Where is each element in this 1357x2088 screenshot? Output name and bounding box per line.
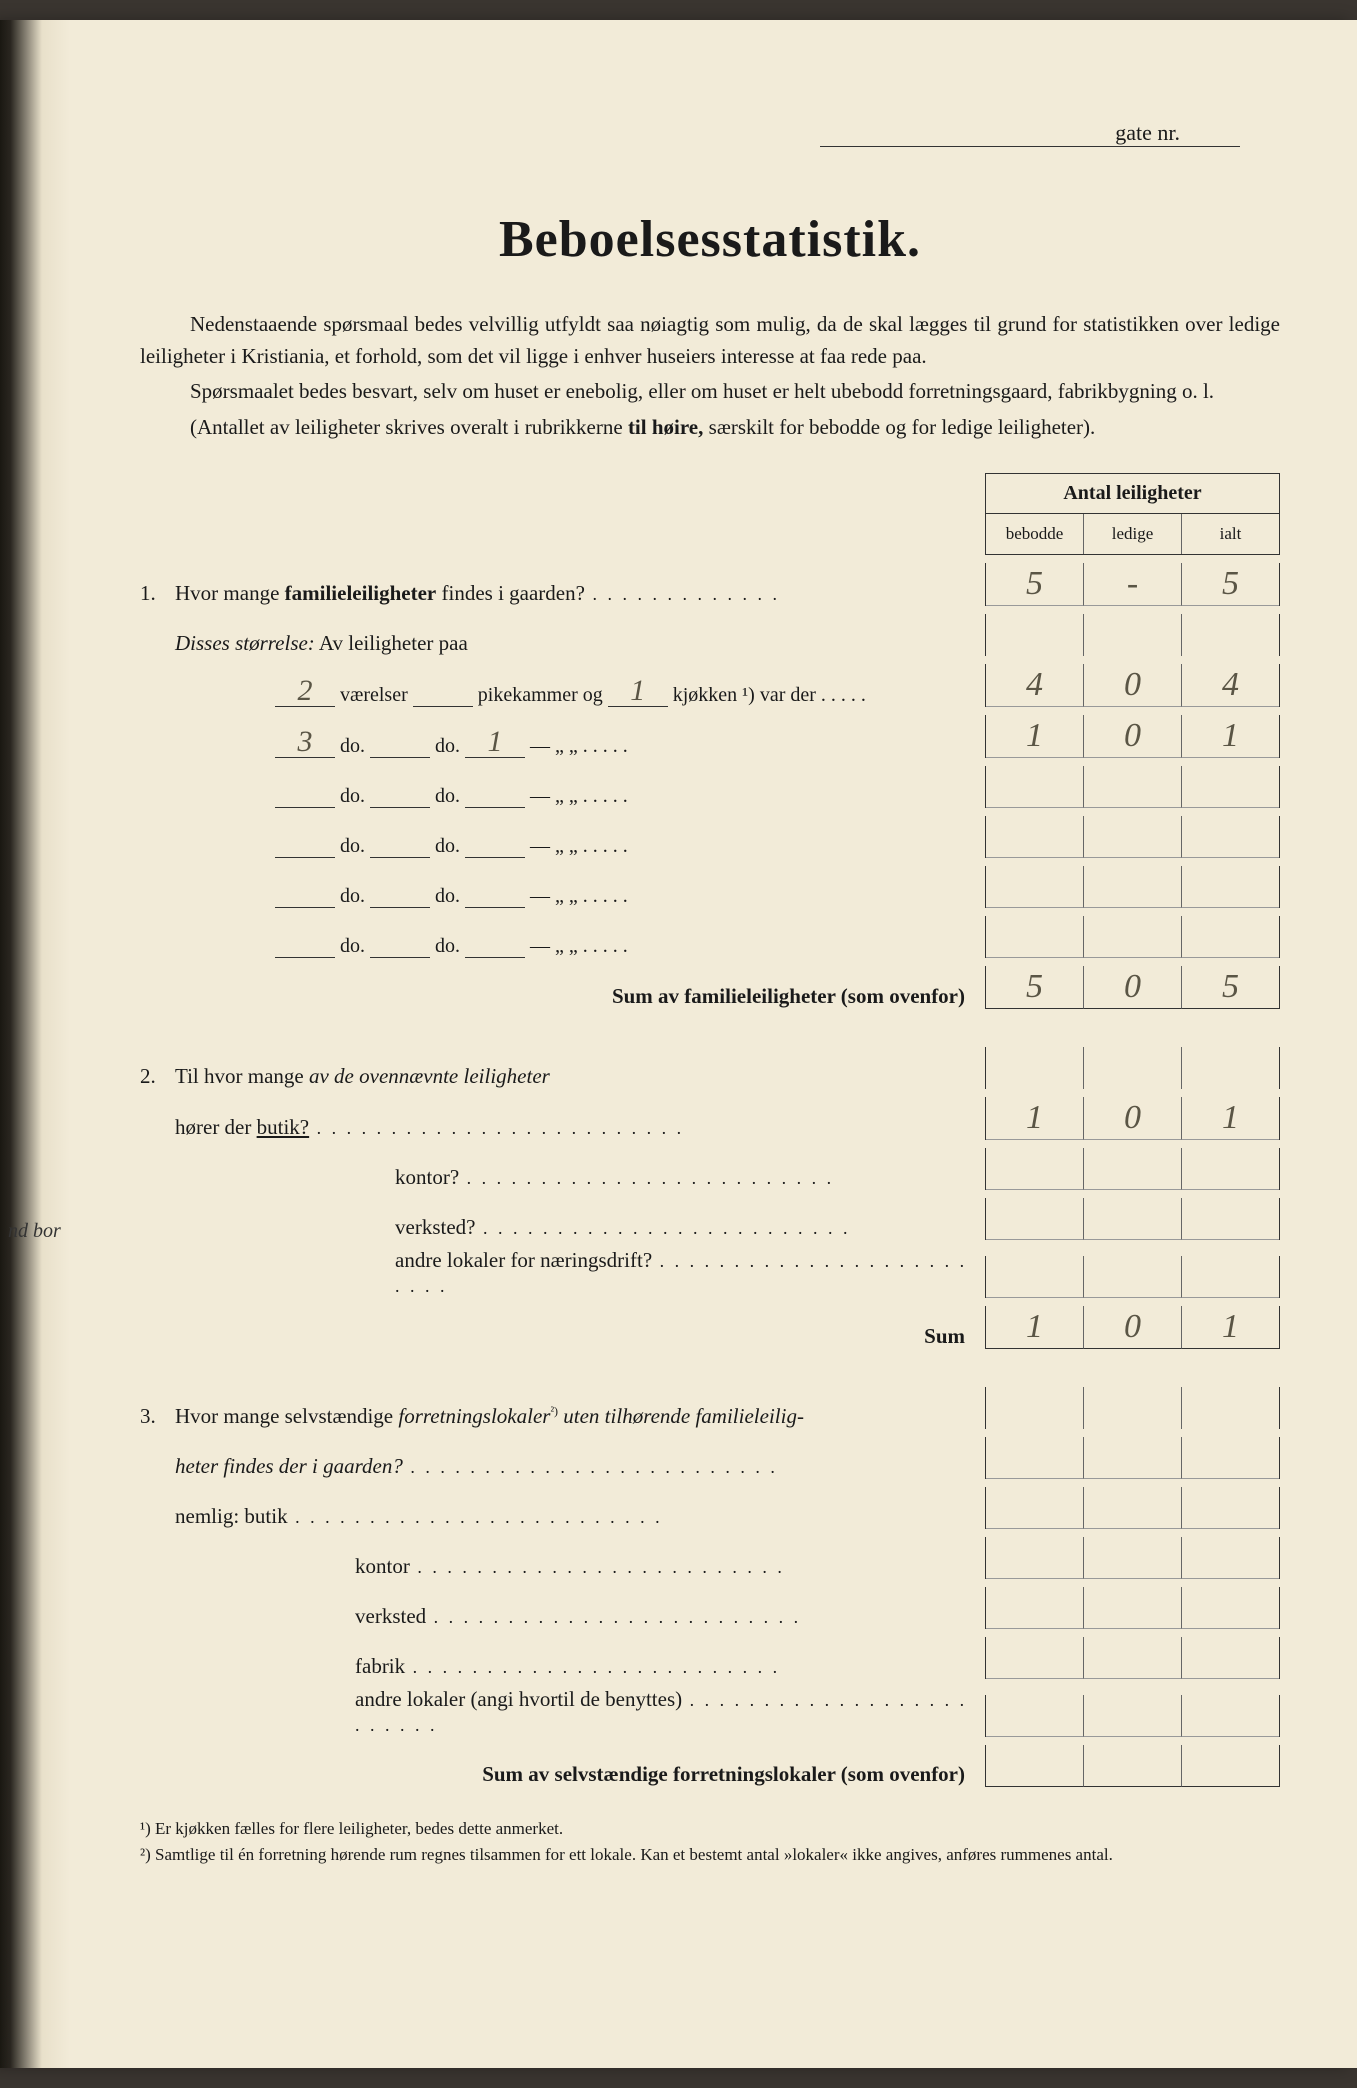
q1-row: 1. Hvor mange familieleiligheter findes … [140,563,1280,606]
q1-ialt: 5 [1182,563,1279,606]
q1-disses: Disses størrelse: Av leiligheter paa [140,614,1280,656]
q1-size-row: do. do. — „ „ . . . . . [140,916,1280,958]
col-ialt: ialt [1182,514,1279,554]
q3-line2: heter findes der i gaarden? [140,1437,1280,1479]
footnote-1: ¹) Er kjøkken fælles for flere leilighet… [140,1817,1280,1841]
binding-edge [0,20,70,2068]
q2-row: 2. Til hvor mange av de ovennævnte leili… [140,1047,1280,1089]
q3-sub-row: verksted [140,1587,1280,1629]
footnotes: ¹) Er kjøkken fælles for flere leilighet… [140,1817,1280,1867]
intro-p2: Spørsmaalet bedes besvart, selv om huset… [140,376,1280,408]
q1-bebodde: 5 [986,563,1084,606]
table-header: Antal leiligheter bebodde ledige ialt [140,473,1280,555]
count-header-title: Antal leiligheter [986,474,1279,514]
col-ledige: ledige [1084,514,1182,554]
q3-sub-row: andre lokaler (angi hvortil de benyttes) [140,1687,1280,1737]
col-bebodde: bebodde [986,514,1084,554]
q2-sub-row: andre lokaler for næringsdrift? [140,1248,1280,1298]
q3-row: 3. Hvor mange selvstændige forretningslo… [140,1387,1280,1429]
q1-ledige: - [1084,563,1182,606]
q1-size-row: do. do. — „ „ . . . . . [140,866,1280,908]
q2-sub-row: kontor? [140,1148,1280,1190]
intro-p1: Nedenstaaende spørsmaal bedes velvillig … [140,309,1280,372]
page-content: gate nr. Beboelsesstatistik. Nedenstaaen… [140,120,1280,1869]
q3-sum: Sum av selvstændige forretningslokaler (… [140,1745,1280,1787]
intro-p3: (Antallet av leiligheter skrives overalt… [140,412,1280,444]
margin-note: nd bor [8,1220,61,1243]
footnote-2: ²) Samtlige til én forretning hørende ru… [140,1843,1280,1867]
q3-sub-row: kontor [140,1537,1280,1579]
q1-size-row: do. do. — „ „ . . . . . [140,766,1280,808]
q1-sum: Sum av familieleiligheter (som ovenfor) … [140,966,1280,1009]
q3-nemlig: nemlig: butik [140,1487,1280,1529]
page-title: Beboelsesstatistik. [140,210,1280,269]
q2-sub-row: verksted? [140,1198,1280,1240]
q2-sum: Sum 1 0 1 [140,1306,1280,1349]
q2-line2: hører der butik? 1 0 1 [140,1097,1280,1140]
q1-size-row: 2 værelser pikekammer og 1 kjøkken ¹) va… [140,664,1280,707]
intro-text: Nedenstaaende spørsmaal bedes velvillig … [140,309,1280,443]
gate-number-field: gate nr. [820,120,1240,147]
q1-size-row: do. do. — „ „ . . . . . [140,816,1280,858]
q3-sub-row: fabrik [140,1637,1280,1679]
q1-size-row: 3 do. do. 1 — „ „ . . . . . 1 0 1 [140,715,1280,758]
document-page: nd bor gate nr. Beboelsesstatistik. Nede… [0,20,1357,2068]
